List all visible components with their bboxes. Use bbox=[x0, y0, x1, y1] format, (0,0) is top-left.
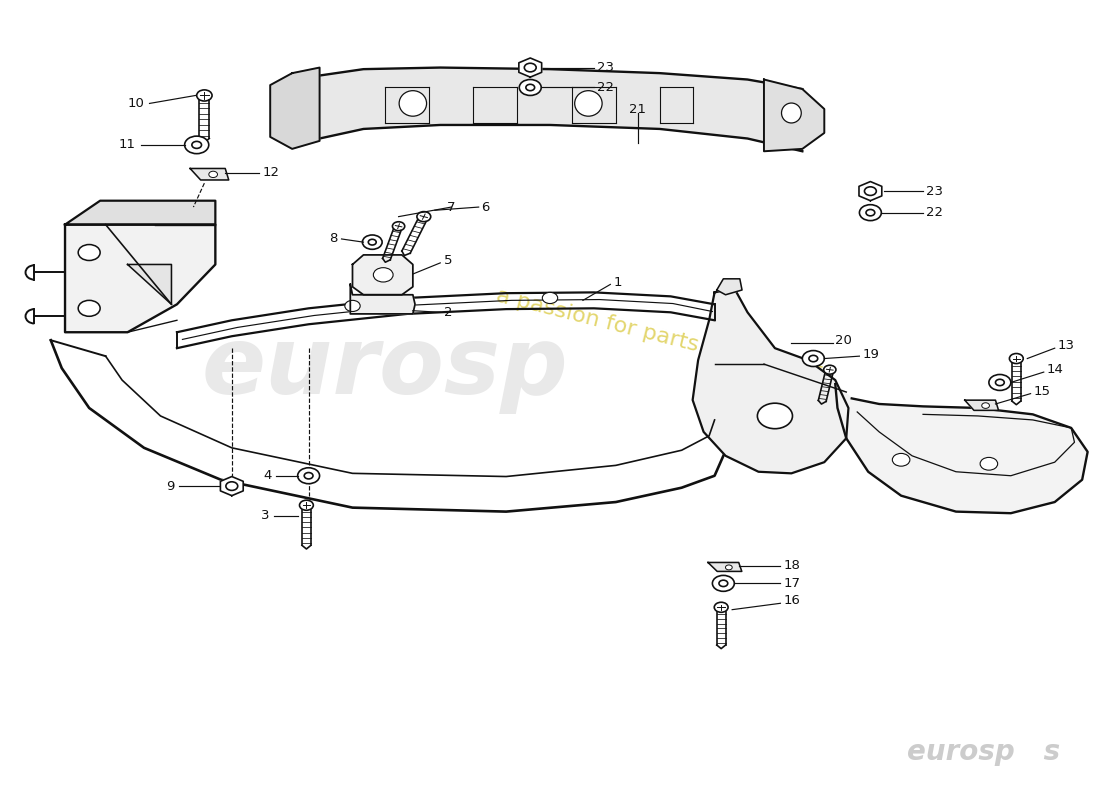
Polygon shape bbox=[65, 225, 216, 332]
Text: a passion for parts since 1985: a passion for parts since 1985 bbox=[494, 286, 826, 386]
Text: 8: 8 bbox=[329, 233, 337, 246]
Polygon shape bbox=[190, 169, 229, 180]
Circle shape bbox=[344, 300, 360, 311]
Text: 4: 4 bbox=[263, 470, 272, 482]
Circle shape bbox=[714, 602, 728, 612]
Circle shape bbox=[726, 565, 733, 570]
Text: 2: 2 bbox=[443, 306, 452, 319]
Polygon shape bbox=[965, 400, 999, 410]
Text: 14: 14 bbox=[1047, 363, 1064, 376]
Circle shape bbox=[526, 84, 535, 90]
Text: 22: 22 bbox=[597, 81, 614, 94]
Circle shape bbox=[824, 366, 836, 374]
Circle shape bbox=[417, 212, 431, 222]
Circle shape bbox=[1010, 354, 1023, 363]
Text: 9: 9 bbox=[166, 479, 175, 493]
Polygon shape bbox=[519, 58, 541, 77]
Circle shape bbox=[305, 473, 314, 479]
Polygon shape bbox=[220, 477, 243, 496]
Text: 23: 23 bbox=[597, 61, 614, 74]
Circle shape bbox=[980, 458, 998, 470]
Text: 10: 10 bbox=[128, 97, 144, 110]
Circle shape bbox=[298, 468, 320, 484]
Text: 12: 12 bbox=[263, 166, 279, 179]
Ellipse shape bbox=[574, 90, 602, 116]
Polygon shape bbox=[835, 384, 1088, 514]
Circle shape bbox=[758, 403, 792, 429]
Text: 7: 7 bbox=[447, 201, 455, 214]
Circle shape bbox=[865, 187, 877, 195]
Text: 19: 19 bbox=[862, 348, 880, 361]
Circle shape bbox=[996, 379, 1004, 386]
Text: 13: 13 bbox=[1058, 339, 1075, 352]
Circle shape bbox=[892, 454, 910, 466]
Circle shape bbox=[713, 575, 735, 591]
Circle shape bbox=[519, 79, 541, 95]
Text: 16: 16 bbox=[783, 594, 801, 607]
Polygon shape bbox=[859, 182, 882, 201]
Text: 3: 3 bbox=[261, 509, 270, 522]
Circle shape bbox=[185, 136, 209, 154]
Ellipse shape bbox=[781, 103, 801, 123]
Polygon shape bbox=[271, 67, 320, 149]
Circle shape bbox=[989, 374, 1011, 390]
Text: 17: 17 bbox=[783, 577, 801, 590]
Text: 1: 1 bbox=[614, 276, 623, 290]
Text: 21: 21 bbox=[629, 102, 647, 115]
Text: 5: 5 bbox=[443, 254, 452, 267]
Text: 18: 18 bbox=[783, 559, 801, 572]
Circle shape bbox=[226, 482, 238, 490]
Circle shape bbox=[859, 205, 881, 221]
Circle shape bbox=[299, 500, 314, 510]
Circle shape bbox=[542, 292, 558, 303]
Circle shape bbox=[525, 63, 536, 72]
Circle shape bbox=[78, 300, 100, 316]
Text: 20: 20 bbox=[835, 334, 852, 346]
Circle shape bbox=[197, 90, 212, 101]
Polygon shape bbox=[350, 285, 415, 314]
Circle shape bbox=[802, 350, 824, 366]
Circle shape bbox=[191, 142, 201, 148]
Circle shape bbox=[368, 239, 376, 245]
Polygon shape bbox=[693, 288, 848, 474]
Polygon shape bbox=[764, 79, 824, 151]
Polygon shape bbox=[708, 562, 741, 571]
Polygon shape bbox=[352, 255, 412, 294]
Polygon shape bbox=[65, 201, 216, 225]
Circle shape bbox=[808, 355, 817, 362]
Text: 22: 22 bbox=[926, 206, 944, 219]
Circle shape bbox=[373, 268, 393, 282]
Text: 6: 6 bbox=[481, 201, 490, 214]
Circle shape bbox=[866, 210, 874, 216]
Text: 23: 23 bbox=[926, 185, 944, 198]
Polygon shape bbox=[309, 67, 802, 151]
Circle shape bbox=[209, 171, 218, 178]
Circle shape bbox=[981, 402, 990, 408]
Text: eurosp: eurosp bbox=[202, 322, 569, 414]
Text: eurosp   s: eurosp s bbox=[906, 738, 1060, 766]
Ellipse shape bbox=[399, 90, 427, 116]
Circle shape bbox=[393, 222, 405, 230]
Polygon shape bbox=[128, 265, 172, 304]
Circle shape bbox=[719, 580, 728, 586]
Text: 15: 15 bbox=[1034, 385, 1050, 398]
Polygon shape bbox=[717, 279, 743, 294]
Text: 11: 11 bbox=[119, 138, 135, 151]
Circle shape bbox=[362, 235, 382, 250]
Circle shape bbox=[78, 245, 100, 261]
